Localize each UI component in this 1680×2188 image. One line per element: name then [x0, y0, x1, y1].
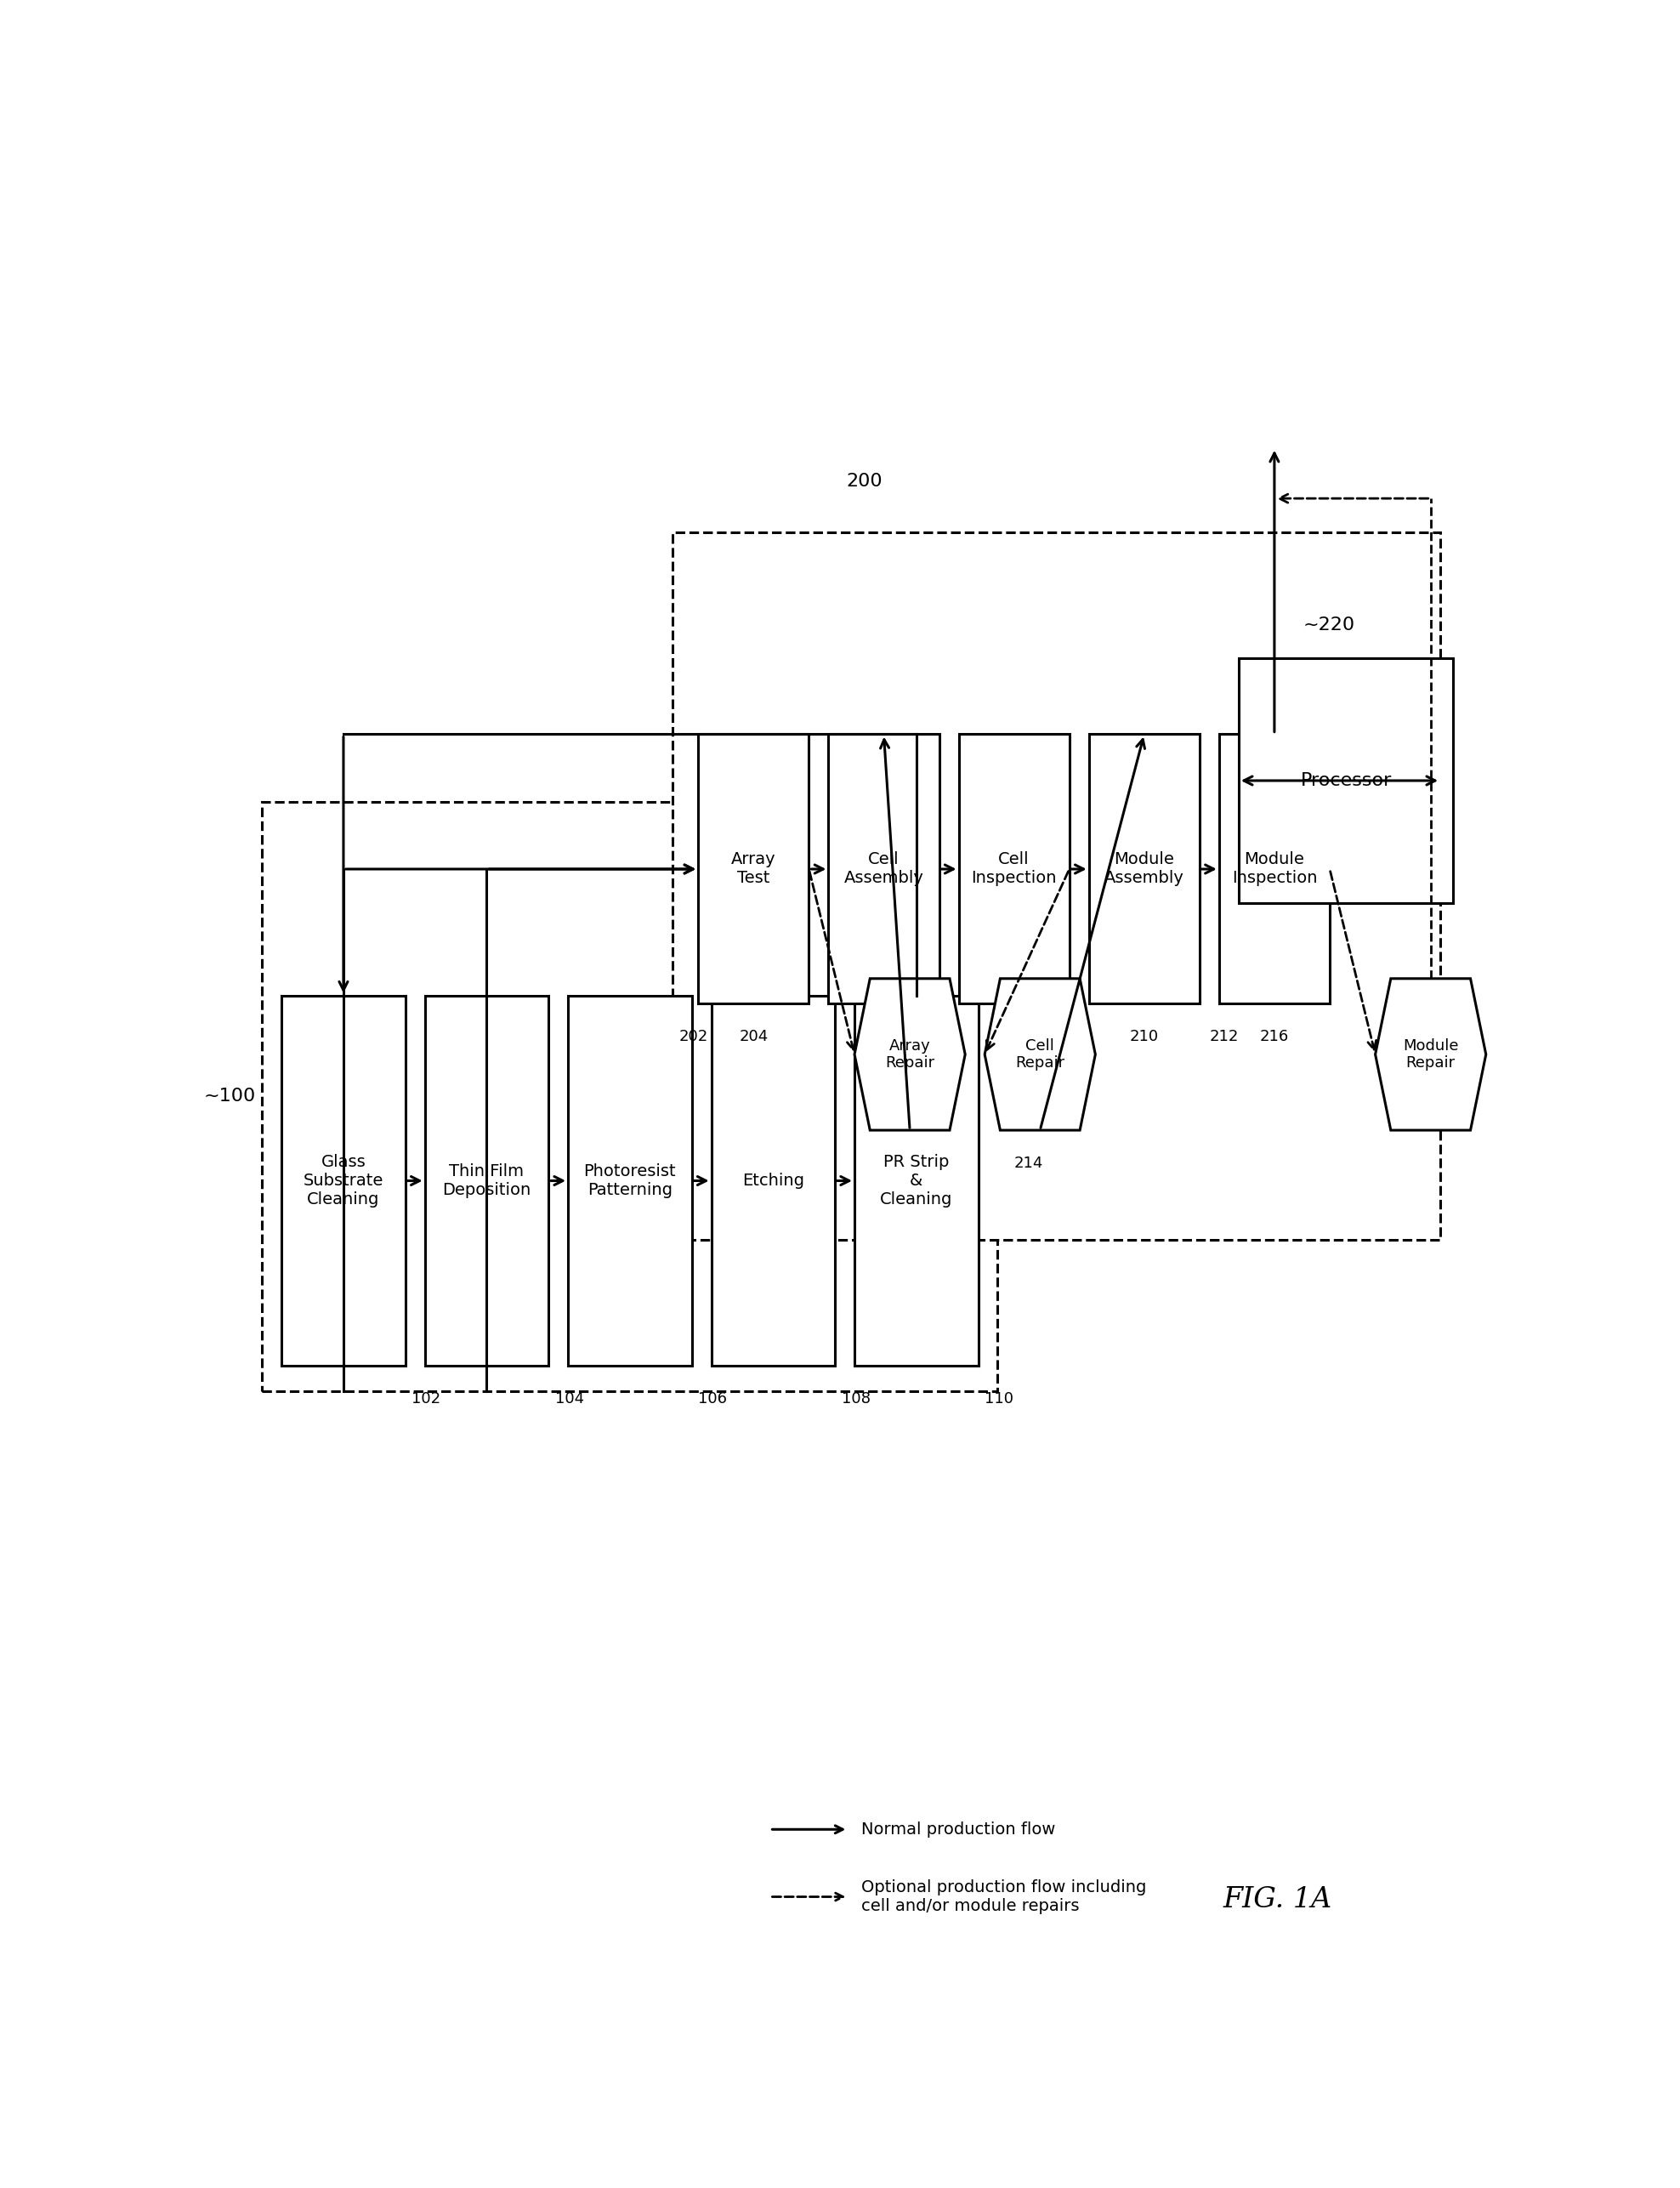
FancyBboxPatch shape [1220, 735, 1331, 1004]
Text: 210: 210 [1129, 1028, 1159, 1044]
Text: Thin Film
Deposition: Thin Film Deposition [442, 1164, 531, 1199]
Text: Module
Inspection: Module Inspection [1231, 851, 1317, 886]
Polygon shape [855, 978, 964, 1131]
Text: 200: 200 [847, 473, 882, 490]
Polygon shape [984, 978, 1095, 1131]
FancyBboxPatch shape [711, 996, 835, 1365]
FancyBboxPatch shape [699, 735, 810, 1004]
FancyBboxPatch shape [1238, 659, 1453, 904]
Text: Cell
Assembly: Cell Assembly [843, 851, 924, 886]
Text: 212: 212 [1210, 1028, 1240, 1044]
Text: 108: 108 [842, 1392, 870, 1407]
Text: 106: 106 [699, 1392, 727, 1407]
FancyBboxPatch shape [425, 996, 548, 1365]
Text: Module
Assembly: Module Assembly [1104, 851, 1184, 886]
Polygon shape [1376, 978, 1487, 1131]
Text: 104: 104 [554, 1392, 585, 1407]
Text: ~220: ~220 [1304, 617, 1356, 632]
Text: 214: 214 [1015, 1155, 1043, 1171]
Text: Normal production flow: Normal production flow [860, 1820, 1055, 1838]
FancyBboxPatch shape [262, 801, 998, 1392]
Text: 102: 102 [412, 1392, 440, 1407]
Text: Cell
Repair: Cell Repair [1015, 1037, 1065, 1070]
Text: Optional production flow including
cell and/or module repairs: Optional production flow including cell … [860, 1879, 1146, 1914]
FancyBboxPatch shape [1089, 735, 1200, 1004]
Text: FIG. 1A: FIG. 1A [1223, 1886, 1332, 1914]
Text: Module
Repair: Module Repair [1403, 1037, 1458, 1070]
Text: 202: 202 [679, 1028, 707, 1044]
Text: Etching: Etching [743, 1173, 805, 1188]
FancyBboxPatch shape [855, 996, 978, 1365]
Text: Photoresist
Patterning: Photoresist Patterning [583, 1164, 675, 1199]
FancyBboxPatch shape [568, 996, 692, 1365]
Text: 206: 206 [869, 1028, 899, 1044]
Text: ~100: ~100 [203, 1087, 255, 1105]
FancyBboxPatch shape [282, 996, 405, 1365]
Text: 204: 204 [739, 1028, 768, 1044]
Text: PR Strip
&
Cleaning: PR Strip & Cleaning [880, 1153, 953, 1208]
Text: Glass
Substrate
Cleaning: Glass Substrate Cleaning [304, 1153, 383, 1208]
Text: Array
Repair: Array Repair [885, 1037, 934, 1070]
Text: 208: 208 [1000, 1028, 1028, 1044]
Text: Array
Test: Array Test [731, 851, 776, 886]
Text: Processor: Processor [1300, 772, 1391, 790]
FancyBboxPatch shape [828, 735, 939, 1004]
FancyBboxPatch shape [672, 532, 1440, 1241]
Text: 216: 216 [1260, 1028, 1289, 1044]
Text: 110: 110 [984, 1392, 1013, 1407]
FancyBboxPatch shape [959, 735, 1068, 1004]
Text: Cell
Inspection: Cell Inspection [971, 851, 1057, 886]
